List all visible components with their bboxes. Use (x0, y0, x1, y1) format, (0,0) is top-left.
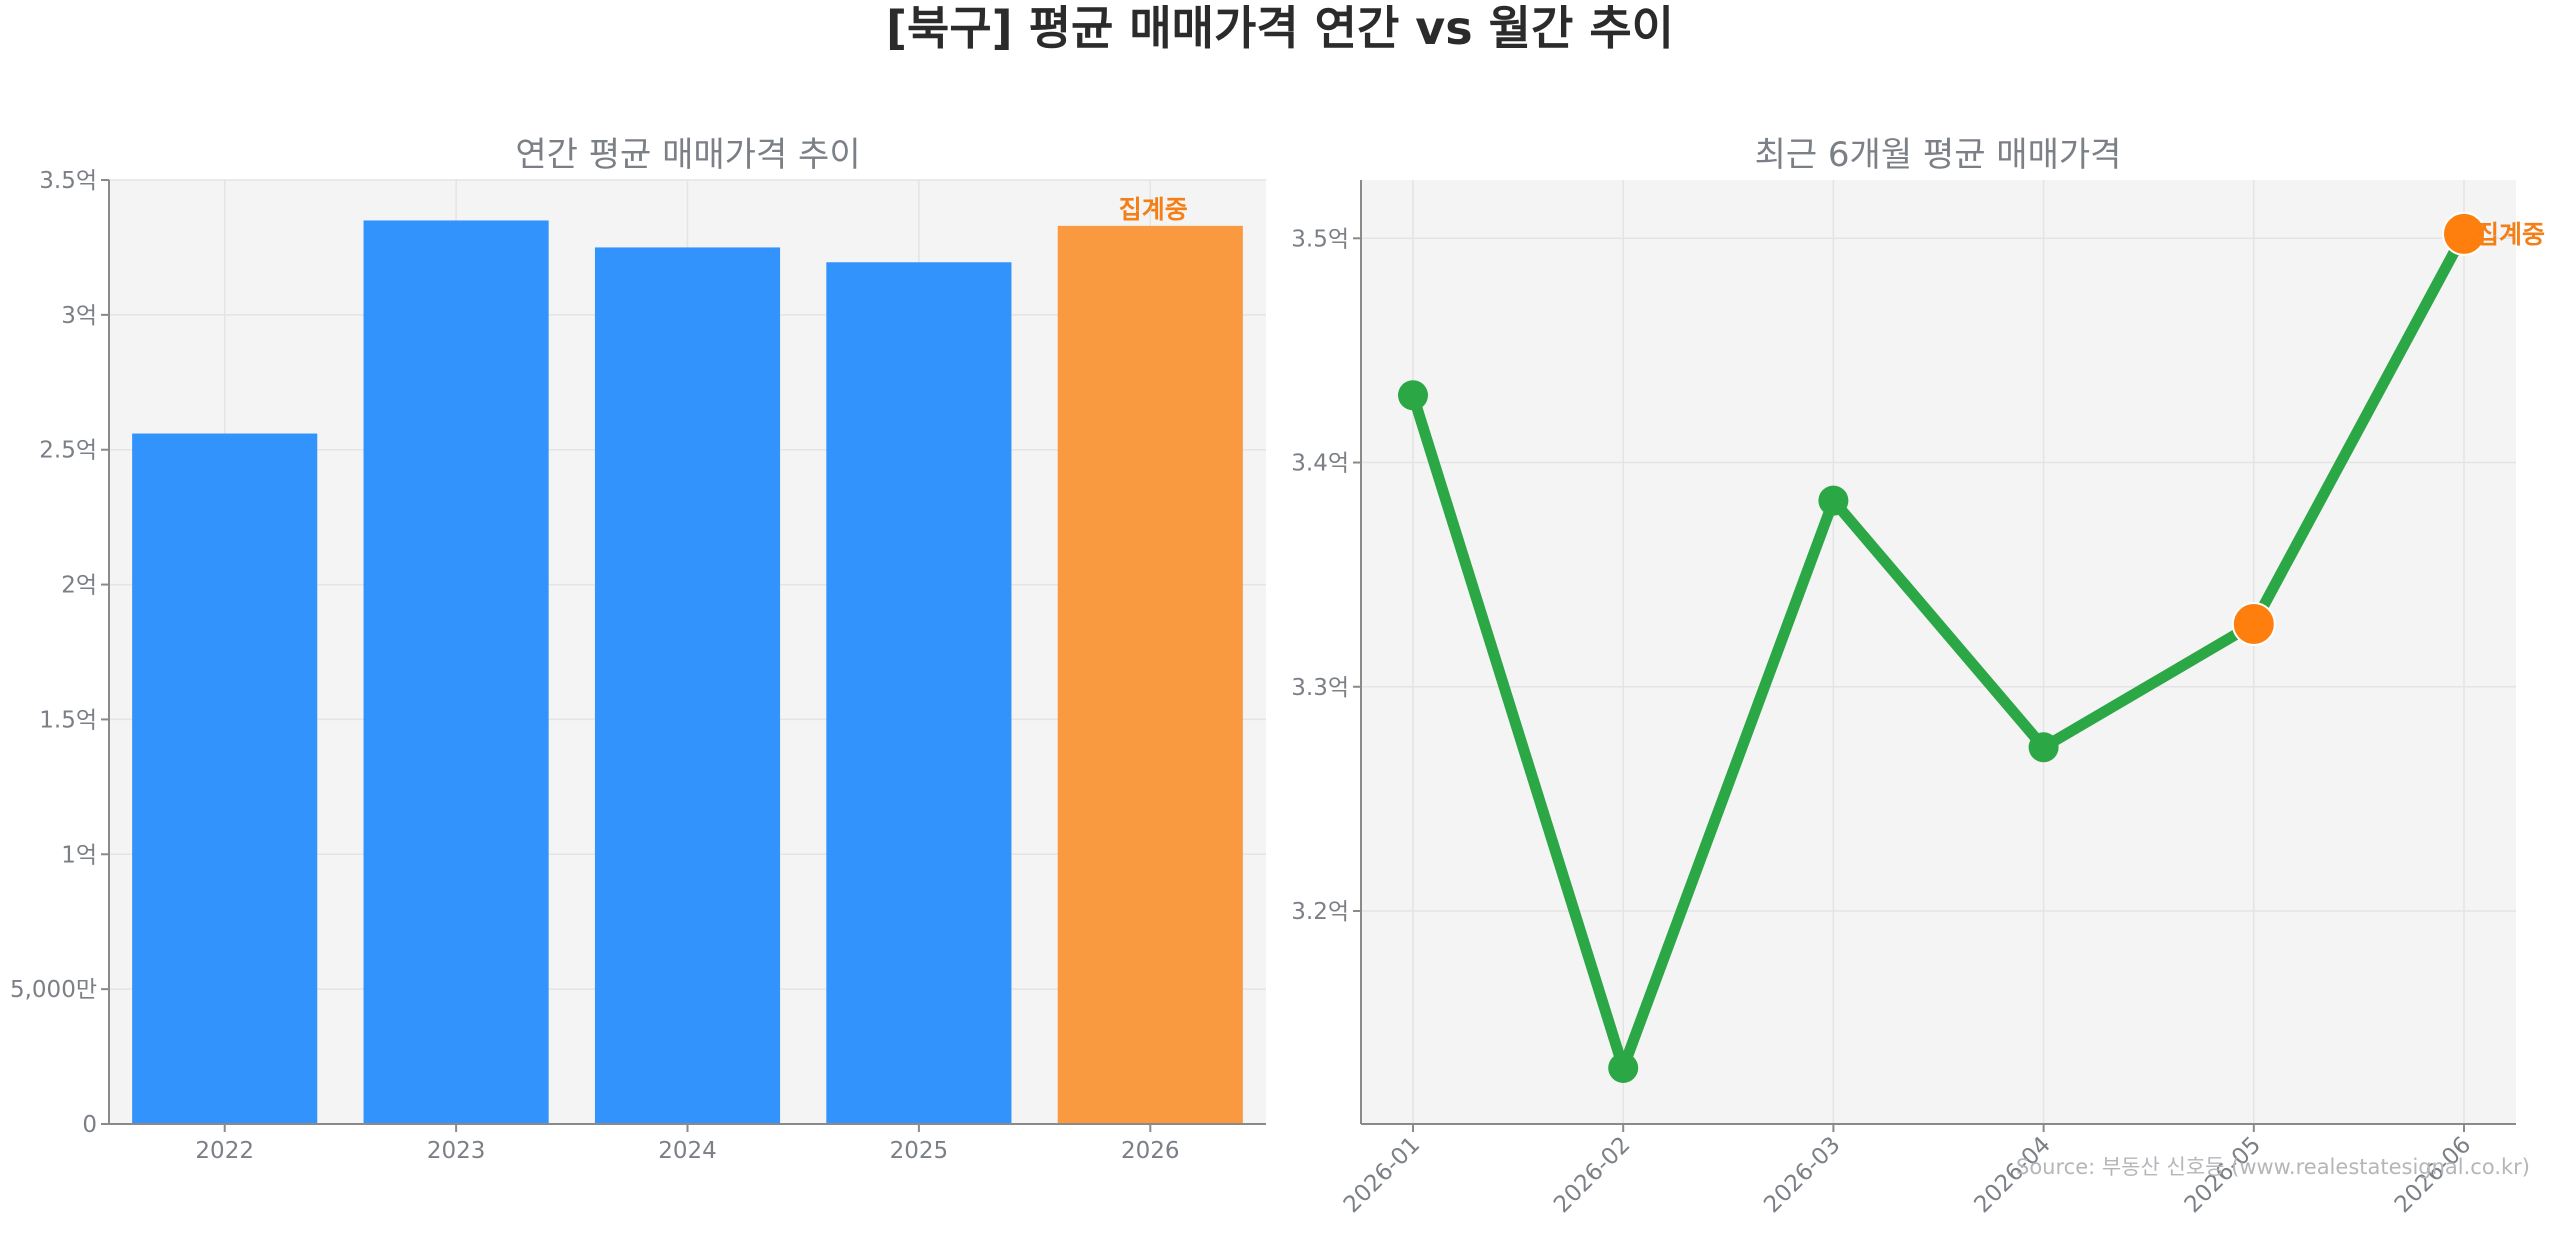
bar-y-tick-label: 3.5억 (39, 168, 97, 194)
bar-partial (1057, 225, 1243, 1124)
bar-y-tick-label: 5,000만 (10, 977, 97, 1003)
bar-y-tick-label: 1억 (61, 842, 97, 868)
bar (363, 220, 549, 1124)
bar-y-tick-label: 2.5억 (39, 438, 97, 464)
bar-y-tick-label: 2억 (61, 573, 97, 599)
bar-x-tick-label: 2025 (890, 1138, 949, 1164)
line-point-highlight (2442, 211, 2486, 256)
line-x-tick-label: 2026-02 (1549, 1132, 1635, 1218)
line-point (1608, 1052, 1639, 1083)
bar-x-tick-label: 2023 (427, 1138, 486, 1164)
bar-x-tick-label: 2024 (658, 1138, 717, 1164)
bar-y-tick-label: 1.5억 (39, 707, 97, 733)
line-y-tick-label: 3.3억 (1291, 675, 1349, 701)
line-plot-area (1361, 180, 2516, 1124)
bar (132, 433, 318, 1124)
line-y-tick-label: 3.2억 (1291, 899, 1349, 925)
monthly-line-chart: 집계중 3.2억 3.3억 3.4억 3.5억 2026-01 2026-02 2026-0… (1291, 135, 2545, 1218)
source-note: Source: 부동산 신호등 (www.realestatesignal.co… (2016, 1155, 2530, 1179)
line-y-tick-label: 3.4억 (1291, 451, 1349, 477)
bar-x-tick-label: 2026 (1121, 1138, 1180, 1164)
bar-y-tick-label: 3억 (61, 303, 97, 329)
annual-bar-chart: 집계중 0 5,000만 1억 1.5억 2억 2.5억 3억 3.5억 2022 2023 202… (10, 135, 1266, 1164)
bar-y-tick-label: 0 (82, 1112, 97, 1138)
line-point-highlight (2231, 601, 2276, 646)
line-chart-title: 최근 6개월 평균 매매가격 (1755, 135, 2122, 175)
figure-title: [북구] 평균 매매가격 연간 vs 월간 추이 (886, 1, 1674, 55)
bar-chart-title: 연간 평균 매매가격 추이 (515, 135, 860, 175)
line-x-tick-label: 2026-03 (1759, 1132, 1845, 1218)
bar (594, 247, 781, 1124)
line-point (1398, 380, 1428, 411)
line-series (1407, 228, 2470, 1074)
line-x-tick-label: 2026-01 (1339, 1132, 1425, 1218)
bar (826, 262, 1012, 1125)
line-point (2028, 732, 2059, 763)
line-annotation-label: 집계중 (2476, 220, 2545, 249)
line-point (1818, 485, 1849, 516)
bar-annotation-label: 집계중 (1119, 195, 1188, 224)
bar-x-tick-label: 2022 (195, 1138, 254, 1164)
line-y-tick-label: 3.5억 (1291, 226, 1349, 252)
